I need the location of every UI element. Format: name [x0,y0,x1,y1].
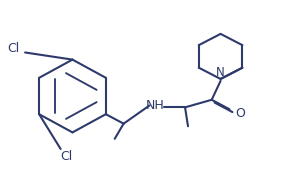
Text: N: N [216,66,225,79]
Text: NH: NH [146,99,165,112]
Text: Cl: Cl [61,150,73,163]
Text: O: O [235,107,245,120]
Text: Cl: Cl [7,42,19,55]
